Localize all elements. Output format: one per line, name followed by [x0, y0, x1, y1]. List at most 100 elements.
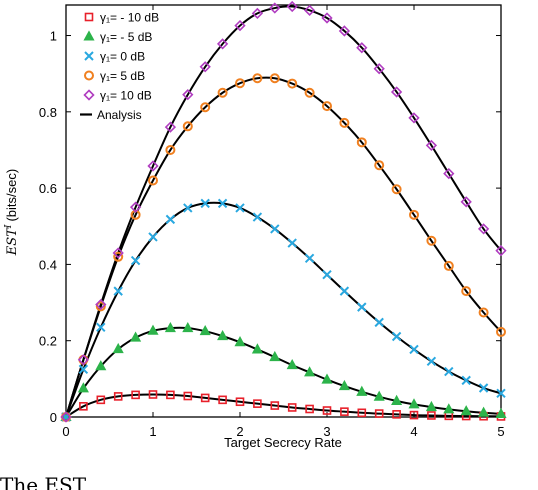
point-s3-3: [113, 251, 124, 262]
point-s2-4: [130, 255, 141, 266]
point-s3-19: [391, 184, 402, 195]
point-s0-9: [218, 395, 227, 405]
legend-marker-4: [83, 89, 95, 101]
point-s1-16: [338, 379, 350, 391]
point-s2-7: [183, 203, 193, 213]
x-tick-labels: 0 1 2 3 4 5: [62, 424, 504, 439]
point-s3-20: [409, 209, 419, 220]
y-tick-label-1: 0.2: [39, 334, 57, 349]
point-s0-17: [357, 408, 367, 418]
point-s1-3: [112, 342, 124, 354]
point-s2-6: [165, 214, 176, 225]
point-s1-17: [356, 385, 368, 396]
plot-frame: [65, 4, 502, 418]
point-s4-13: [286, 0, 298, 13]
point-s0-19: [392, 410, 401, 419]
point-s2-8: [200, 198, 210, 209]
point-s2-13: [287, 238, 297, 248]
x-tick-label-1: 1: [149, 424, 156, 439]
point-s4-23: [460, 196, 472, 208]
series-3-points: [61, 73, 506, 422]
point-s1-13: [286, 358, 298, 370]
point-s4-1: [77, 354, 90, 366]
point-s3-6: [165, 144, 176, 155]
point-s1-12: [269, 350, 281, 362]
point-s3-10: [235, 78, 245, 89]
point-s0-7: [183, 391, 193, 401]
legend-label-3: γ₁= 5 dB: [100, 69, 145, 83]
point-s2-15: [322, 269, 332, 280]
point-s3-2: [95, 301, 106, 312]
point-s4-24: [477, 223, 490, 235]
tick-marks: [65, 5, 502, 418]
point-s1-9: [217, 329, 229, 341]
analysis-line-3: [65, 76, 502, 418]
point-s3-18: [374, 160, 385, 171]
figure-caption: The EST: [0, 474, 87, 490]
legend-analysis-label: Analysis: [97, 108, 142, 122]
point-s1-21: [425, 400, 437, 412]
point-s4-11: [251, 7, 264, 20]
y-axis-title-main: EST: [5, 227, 20, 256]
point-s0-2: [96, 395, 106, 405]
point-s0-14: [305, 404, 314, 414]
point-s0-11: [253, 399, 262, 408]
point-s2-3: [113, 286, 123, 296]
legend-label-0: γ₁= - 10 dB: [100, 11, 159, 25]
legend-label-1: γ₁= - 5 dB: [100, 30, 152, 44]
y-tick-label-3: 0.6: [39, 181, 57, 196]
point-s1-14: [304, 366, 316, 377]
series-0-points: [61, 390, 506, 422]
x-tick-label-2: 2: [236, 424, 243, 439]
point-s3-13: [287, 78, 298, 89]
point-s4-17: [356, 42, 368, 54]
point-s1-7: [182, 321, 194, 333]
point-s0-18: [374, 409, 384, 418]
point-s1-4: [130, 331, 142, 342]
point-s2-14: [304, 253, 315, 264]
x-tick-label-3: 3: [323, 424, 330, 439]
point-s4-21: [425, 139, 438, 152]
point-s4-3: [112, 247, 124, 259]
point-s1-18: [373, 390, 385, 401]
point-s4-9: [216, 38, 229, 50]
point-s0-6: [166, 390, 175, 400]
point-s4-2: [95, 298, 107, 311]
point-s2-12: [270, 224, 280, 234]
point-s2-17: [357, 302, 367, 312]
point-s1-20: [408, 398, 420, 409]
point-s0-1: [79, 402, 88, 411]
point-s4-4: [129, 201, 142, 213]
point-s3-8: [200, 102, 211, 113]
x-tick-label-4: 4: [410, 424, 417, 439]
point-s2-23: [461, 375, 471, 386]
point-s2-5: [148, 232, 158, 242]
point-s2-24: [478, 383, 489, 393]
legend-marker-2: [84, 51, 94, 61]
legend-label-4: γ₁= 10 dB: [100, 89, 152, 103]
point-s1-25: [495, 407, 507, 418]
point-s3-17: [356, 137, 367, 148]
point-s4-14: [303, 4, 316, 16]
point-s3-21: [426, 235, 437, 246]
point-s1-11: [251, 343, 263, 354]
point-s0-13: [287, 403, 297, 412]
point-s2-19: [391, 331, 402, 342]
point-s1-8: [199, 324, 211, 336]
point-s4-15: [321, 12, 333, 24]
point-s2-2: [96, 322, 106, 333]
point-s2-21: [426, 356, 437, 367]
y-tick-label-0: 0: [50, 410, 57, 425]
series-1-points: [60, 321, 507, 422]
y-axis-title-sup: I: [4, 224, 14, 229]
legend-marker-3: [84, 70, 94, 81]
point-s4-6: [164, 121, 177, 133]
legend-marker-1: [83, 30, 95, 41]
legend-marker-0: [84, 12, 94, 22]
point-s4-20: [408, 112, 420, 124]
point-s3-14: [304, 87, 315, 98]
analysis-line-0: [65, 393, 502, 418]
y-tick-labels: 0 0.2 0.4 0.6 0.8 1: [39, 29, 57, 425]
point-s0-10: [235, 397, 245, 407]
point-s1-5: [147, 324, 159, 335]
